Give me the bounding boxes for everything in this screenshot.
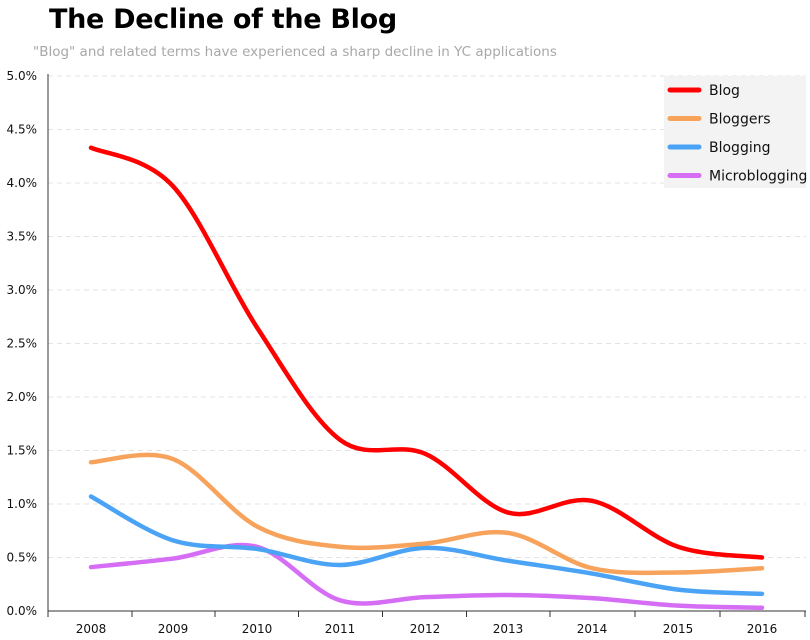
x-tick-label: 2011 <box>325 622 356 636</box>
legend-label-microblogging: Microblogging <box>709 169 807 185</box>
legend: Blog Bloggers Blogging Microblogging <box>664 76 807 188</box>
y-tick-label: 4.0% <box>7 176 38 190</box>
legend-label-blog: Blog <box>709 83 740 99</box>
series-line-bloggers <box>88 452 765 576</box>
x-tick-label: 2009 <box>158 622 189 636</box>
series-lines <box>88 145 765 611</box>
y-tick-label: 1.0% <box>7 497 38 511</box>
y-tick-label: 0.0% <box>7 604 38 618</box>
y-tick-label: 2.5% <box>7 337 38 351</box>
chart-subtitle: "Blog" and related terms have experience… <box>33 44 557 60</box>
series-line-blog <box>88 145 765 560</box>
chart-title: The Decline of the Blog <box>49 4 397 35</box>
series-line-blogging <box>88 494 765 597</box>
x-tick-label: 2014 <box>577 622 608 636</box>
y-tick-label: 1.5% <box>7 444 38 458</box>
y-tick-label: 2.0% <box>7 390 38 404</box>
x-tick-label: 2015 <box>663 622 694 636</box>
x-tick-label: 2010 <box>242 622 273 636</box>
series-line-microblogging <box>88 542 765 611</box>
y-tick-label: 5.0% <box>7 69 38 83</box>
x-axis-ticks: 2008 2009 2010 2011 2012 2013 2014 2015 2016 <box>47 611 806 636</box>
x-tick-label: 2008 <box>76 622 107 636</box>
x-tick-label: 2016 <box>747 622 778 636</box>
y-axis-ticks: 0.0% 0.5% 1.0% 1.5% 2.0% 2.5% 3.0% 3.5% 4.0% 4.5%… <box>7 69 38 618</box>
y-tick-label: 0.5% <box>7 551 38 565</box>
axes <box>47 74 806 612</box>
legend-background <box>664 76 806 188</box>
legend-label-bloggers: Bloggers <box>709 112 771 128</box>
x-tick-label: 2013 <box>493 622 524 636</box>
y-tick-label: 3.5% <box>7 230 38 244</box>
legend-label-blogging: Blogging <box>709 140 770 156</box>
y-tick-label: 3.0% <box>7 283 38 297</box>
x-tick-label: 2012 <box>410 622 441 636</box>
y-tick-label: 4.5% <box>7 123 38 137</box>
